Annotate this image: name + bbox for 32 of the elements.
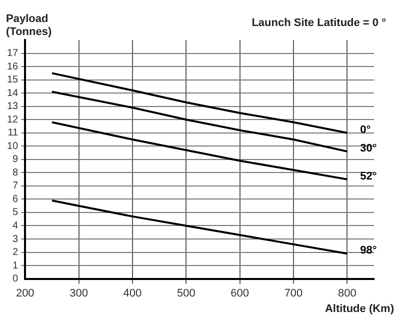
x-axis-title: Altitude (Km) <box>324 303 394 315</box>
chart-title: Launch Site Latitude = 0 ° <box>252 17 386 29</box>
y-tick-label: 14 <box>7 88 19 99</box>
y-tick-label: 13 <box>7 101 19 112</box>
y-tick-label: 9 <box>12 154 19 166</box>
series-label: 30° <box>360 142 377 154</box>
series-label: 0° <box>360 124 371 136</box>
y-tick-label: 1 <box>12 260 19 272</box>
y-axis-title: Payload (Tonnes) <box>6 13 53 39</box>
y-tick-label: 6 <box>12 194 19 205</box>
x-tick-label: 400 <box>123 287 142 300</box>
y-tick-label: 0 <box>12 274 19 285</box>
x-tick-label: 500 <box>176 287 196 300</box>
y-tick-label: 2 <box>12 247 19 258</box>
x-tick-label: 800 <box>338 287 356 300</box>
y-tick-label: 12 <box>7 114 19 126</box>
y-tick-label: 4 <box>12 220 19 232</box>
series-label: 98° <box>360 244 377 257</box>
y-tick-label: 7 <box>12 180 19 192</box>
series-label: 52° <box>360 170 377 182</box>
x-tick-label: 600 <box>230 287 249 300</box>
y-tick-label: 15 <box>7 74 19 86</box>
y-tick-label: 11 <box>8 128 19 139</box>
y-tick-label: 10 <box>7 140 19 152</box>
y-tick-label: 16 <box>7 61 19 72</box>
x-tick-label: 700 <box>284 287 303 300</box>
y-tick-label: 8 <box>12 167 19 178</box>
x-tick-label: 300 <box>70 287 88 300</box>
y-tick-label: 3 <box>12 234 19 245</box>
x-tick-label: 200 <box>16 287 34 300</box>
y-tick-label: 17 <box>7 48 19 60</box>
y-tick-label: 5 <box>12 207 19 218</box>
